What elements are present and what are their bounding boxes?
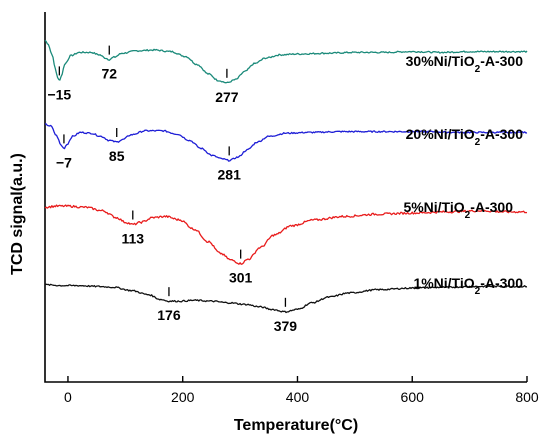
peak-label: −15 — [47, 86, 71, 102]
peak-label: 85 — [109, 148, 125, 164]
annotations: 30%Ni/TiO2-A-300 −15 72 277 20%Ni/TiO2-A-300… — [47, 45, 524, 334]
x-tick-label: 400 — [286, 389, 310, 405]
peak-label: 301 — [229, 270, 253, 286]
series-line — [44, 123, 528, 162]
x-tick-label: 200 — [171, 389, 195, 405]
peak-label: 281 — [218, 166, 242, 182]
traces — [44, 39, 528, 314]
series-label: 5%Ni/TiO2-A-300 — [403, 199, 513, 221]
series-label: 1%Ni/TiO2-A-300 — [413, 275, 523, 297]
x-tick-label: 600 — [401, 389, 425, 405]
x-axis-title: Temperature(°C) — [234, 417, 358, 434]
series-line — [44, 39, 528, 84]
peak-label: 379 — [274, 318, 298, 334]
peak-label: 113 — [121, 231, 144, 247]
series-label: 30%Ni/TiO2-A-300 — [406, 53, 524, 75]
axis-frame — [44, 12, 527, 383]
peak-label: 277 — [215, 89, 239, 105]
series-line — [44, 283, 528, 314]
peak-label: 72 — [101, 66, 117, 82]
peak-label: 176 — [157, 307, 181, 323]
peak-label: −7 — [56, 154, 72, 170]
x-tick-label: 800 — [515, 389, 539, 405]
axes: 0 200 400 600 800 — [44, 12, 539, 405]
series-label: 20%Ni/TiO2-A-300 — [406, 126, 524, 148]
x-tick-label: 0 — [64, 389, 72, 405]
y-axis-title: TCD signal(a.u.) — [9, 153, 26, 275]
series-line — [44, 204, 528, 265]
